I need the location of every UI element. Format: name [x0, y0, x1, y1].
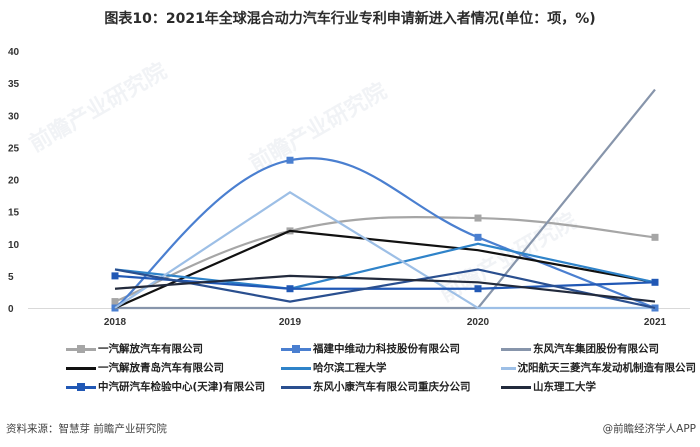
legend-label: 一汽解放汽车有限公司 [98, 343, 203, 355]
legend-item: 山东理工大学 [501, 379, 696, 394]
legend-swatch-icon [66, 364, 96, 372]
legend-swatch-icon [66, 382, 96, 391]
line-chart: 0 5 10 15 20 25 30 35 40 2018 2019 2020 2021 [8, 47, 690, 328]
y-tick-label: 40 [8, 47, 20, 58]
legend-label: 福建中维动力科技股份有限公司 [313, 343, 460, 355]
y-tick-label: 20 [8, 176, 20, 187]
legend-row: 一汽解放汽车有限公司 福建中维动力科技股份有限公司 东风汽车集团股份有限公司 [66, 339, 696, 358]
data-point-marker [111, 272, 119, 280]
data-point-marker [474, 233, 482, 241]
chart-title: 图表10：2021年全球混合动力汽车行业专利申请新进入者情况(单位：项，%) [104, 11, 596, 27]
legend-item: 一汽解放青岛汽车有限公司 [66, 360, 281, 375]
data-point-marker [286, 285, 294, 293]
legend-label: 山东理工大学 [533, 381, 596, 393]
y-tick-label: 10 [8, 240, 20, 251]
legend-item: 东风小康汽车有限公司重庆分公司 [281, 379, 501, 394]
legend-label: 沈阳航天三菱汽车发动机制造有限公司 [517, 362, 697, 374]
legend-item: 一汽解放汽车有限公司 [66, 341, 281, 356]
y-tick-label: 0 [8, 304, 14, 315]
legend-swatch-icon [501, 364, 516, 372]
series-line-8 [114, 268, 656, 310]
legend-swatch-icon [501, 383, 531, 391]
data-point-marker [474, 214, 482, 222]
legend-item: 中汽研汽车检验中心(天津)有限公司 [66, 379, 281, 394]
series-line-1 [114, 216, 656, 303]
legend-label: 东风汽车集团股份有限公司 [533, 343, 659, 355]
legend-label: 东风小康汽车有限公司重庆分公司 [313, 381, 471, 393]
credit-note: @前瞻经济学人APP [602, 423, 696, 435]
data-point-marker [651, 278, 659, 286]
series-line-9 [114, 274, 656, 303]
series-line-6 [114, 191, 655, 310]
x-tick-label: 2018 [104, 317, 127, 328]
legend-label: 中汽研汽车检验中心(天津)有限公司 [98, 381, 266, 393]
y-tick-label: 15 [8, 208, 20, 219]
legend-swatch-icon [501, 345, 531, 353]
series-line-5 [114, 242, 656, 290]
legend-item: 沈阳航天三菱汽车发动机制造有限公司 [501, 360, 696, 375]
legend-row: 中汽研汽车检验中心(天津)有限公司 东风小康汽车有限公司重庆分公司 山东理工大学 [66, 377, 696, 396]
legend-row: 一汽解放青岛汽车有限公司 哈尔滨工程大学 沈阳航天三菱汽车发动机制造有限公司 [66, 358, 696, 377]
y-tick-label: 35 [8, 79, 20, 90]
source-note: 资料来源：智慧芽 前瞻产业研究院 [6, 423, 167, 435]
legend-label: 一汽解放青岛汽车有限公司 [98, 362, 224, 374]
series-line-4 [114, 229, 656, 310]
legend-swatch-icon [281, 383, 311, 391]
x-tick-label: 2021 [644, 317, 667, 328]
legend-item: 福建中维动力科技股份有限公司 [281, 341, 501, 356]
legend-label: 哈尔滨工程大学 [313, 362, 387, 374]
data-point-marker [286, 156, 294, 164]
y-tick-label: 30 [8, 111, 20, 122]
chart-legend: 一汽解放汽车有限公司 福建中维动力科技股份有限公司 东风汽车集团股份有限公司 一汽解放… [66, 339, 696, 396]
data-point-marker [474, 285, 482, 293]
legend-item: 哈尔滨工程大学 [281, 360, 501, 375]
legend-item: 东风汽车集团股份有限公司 [501, 341, 696, 356]
legend-swatch-icon [66, 344, 96, 353]
x-tick-label: 2019 [279, 317, 302, 328]
y-tick-label: 5 [8, 272, 14, 283]
series-line-2 [114, 157, 656, 310]
y-tick-label: 25 [8, 143, 20, 154]
data-point-marker [111, 298, 119, 306]
data-point-marker [651, 233, 659, 241]
x-tick-label: 2020 [467, 317, 490, 328]
series-line-3 [115, 88, 656, 310]
legend-swatch-icon [281, 364, 311, 372]
legend-swatch-icon [281, 344, 311, 353]
